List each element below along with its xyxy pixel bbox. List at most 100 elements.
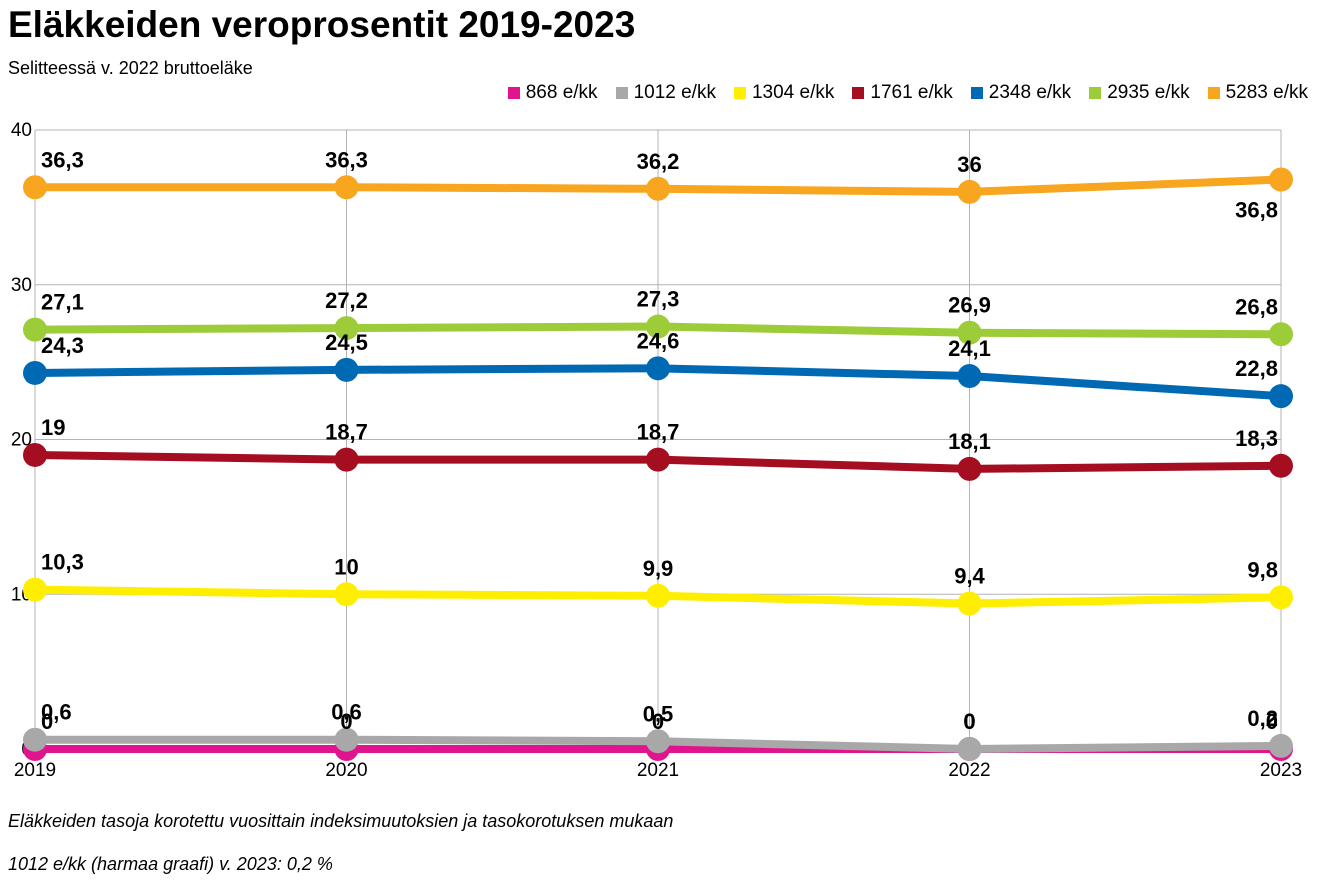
legend-label: 1761 e/kk [870,82,953,103]
data-point [646,447,670,472]
data-label: 0 [1266,709,1278,734]
data-label: 9,9 [643,556,674,581]
x-tick-label: 2021 [637,760,679,781]
data-label: 10 [334,554,358,579]
axes: 0 10 20 30 40 2019 2020 2021 2022 2023 [11,120,1302,781]
data-point [334,582,359,607]
data-label: 36,8 [1235,198,1278,223]
data-label: 22,8 [1235,356,1278,381]
footnote-1: Eläkkeiden tasoja korotettu vuosittain i… [8,811,674,831]
data-label: 0,6 [41,700,72,725]
legend-label: 1012 e/kk [633,82,716,103]
data-point [1269,585,1293,610]
legend-item: 868 e/kk [507,82,598,104]
data-label: 27,1 [41,290,84,315]
data-point [23,727,47,752]
data-point [1269,733,1293,758]
legend-swatch [970,87,983,99]
legend-swatch [507,87,520,99]
legend-swatch [1089,87,1102,99]
data-point [334,447,359,472]
data-point [646,356,670,381]
data-label: 0,6 [331,700,362,725]
data-label: 0 [41,709,53,734]
data-point [957,456,982,481]
data-point [334,175,359,200]
data-label: 9,8 [1247,557,1278,582]
data-label: 26,8 [1235,294,1278,319]
data-label: 24,5 [325,330,368,355]
data-label: 18,7 [637,420,680,445]
legend-label: 2348 e/kk [988,82,1072,103]
x-tick-label: 2022 [948,760,990,781]
data-label: 0,5 [643,701,674,726]
data-point [334,727,359,752]
data-label: 18,3 [1235,426,1278,451]
legend-swatch [1207,87,1220,99]
data-label: 0 [652,709,664,734]
data-label: 0 [963,709,975,734]
y-tick-label: 30 [11,275,32,296]
chart-subtitle: Selitteessä v. 2022 bruttoeläke [8,58,253,78]
data-label: 24,6 [637,328,680,353]
data-point [646,729,670,754]
legend-item: 1761 e/kk [852,82,953,104]
legend-item: 1012 e/kk [615,82,716,104]
data-label: 9,4 [954,564,985,589]
data-point [646,314,670,339]
data-label: 36 [957,152,981,177]
data-label: 0,2 [1247,706,1278,731]
legend-swatch [852,87,865,99]
data-label: 0 [963,709,975,734]
data-point [334,357,359,382]
data-point [1269,167,1293,192]
legend-swatch [615,87,628,99]
y-tick-label: 40 [11,120,32,141]
legend-label: 5283 e/kk [1225,82,1308,103]
legend-item: 2935 e/kk [1089,82,1190,104]
data-point [1269,453,1293,478]
data-label: 27,2 [325,288,368,313]
x-tick-label: 2023 [1260,760,1302,781]
x-tick-label: 2019 [14,760,56,781]
data-point [1269,322,1293,347]
data-label: 10,3 [41,550,84,575]
legend-swatch [733,87,746,99]
data-label: 36,3 [41,147,84,172]
data-label: 36,2 [637,149,680,174]
data-labels: 0 0 0 0 00,6 0,6 0,5 0 0,210,3 10 9,9 9,4 9,819 18,7 1… [41,147,1278,734]
data-label: 26,9 [948,293,991,318]
data-label: 18,7 [325,420,368,445]
data-label: 18,1 [948,429,991,454]
data-point [23,175,47,200]
legend: 868 e/kk 1012 e/kk 1304 e/kk 1761 e/kk 2348 … [507,82,1308,104]
data-point [957,364,982,389]
legend-label: 868 e/kk [525,82,598,103]
data-point [23,360,47,385]
data-point [23,442,47,467]
data-point [646,583,670,608]
data-point [334,316,359,341]
legend-item: 2348 e/kk [970,82,1072,104]
data-label: 19 [41,415,65,440]
data-point [957,179,982,204]
x-tick-label: 2020 [325,760,367,781]
y-tick-label: 20 [11,430,32,451]
data-point [957,320,982,345]
legend-item: 1304 e/kk [733,82,834,104]
data-point [23,317,47,342]
data-point [646,176,670,201]
data-label: 27,3 [637,287,680,312]
data-point [957,591,982,616]
footnote-2: 1012 e/kk (harmaa graafi) v. 2023: 0,2 % [8,854,333,874]
data-label: 36,3 [325,147,368,172]
data-label: 0 [340,709,352,734]
chart-title: Eläkkeiden veroprosentit 2019-2023 [8,4,636,45]
legend-item: 5283 e/kk [1207,82,1308,104]
data-label: 24,1 [948,336,991,361]
data-point [1269,384,1293,409]
data-label: 24,3 [41,333,84,358]
data-point [957,737,982,761]
legend-label: 2935 e/kk [1107,82,1190,103]
